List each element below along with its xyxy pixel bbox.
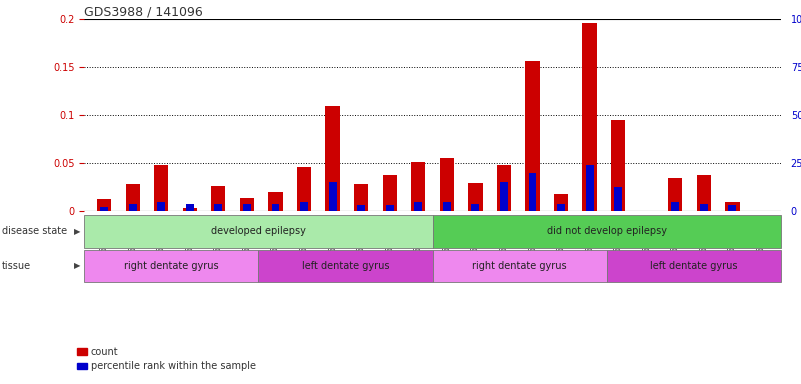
Bar bbox=[243, 204, 251, 211]
Bar bbox=[414, 202, 422, 211]
Bar bbox=[186, 204, 194, 211]
Bar bbox=[529, 173, 537, 211]
Bar bbox=[300, 202, 308, 211]
Bar bbox=[157, 202, 165, 211]
Text: disease state: disease state bbox=[2, 226, 66, 237]
Text: left dentate gyrus: left dentate gyrus bbox=[650, 261, 738, 271]
Bar bbox=[500, 182, 508, 211]
Text: tissue: tissue bbox=[2, 261, 30, 271]
Bar bbox=[586, 165, 594, 211]
Bar bbox=[239, 198, 254, 211]
Text: ▶: ▶ bbox=[74, 262, 80, 270]
Bar bbox=[611, 120, 626, 211]
Legend: count, percentile rank within the sample: count, percentile rank within the sample bbox=[77, 347, 256, 371]
Bar bbox=[183, 208, 197, 211]
Bar bbox=[211, 186, 225, 211]
Bar bbox=[440, 159, 454, 211]
Bar bbox=[443, 202, 451, 211]
Bar bbox=[725, 202, 739, 211]
Text: right dentate gyrus: right dentate gyrus bbox=[124, 261, 219, 271]
Bar bbox=[433, 250, 607, 282]
Bar bbox=[668, 177, 682, 211]
Bar bbox=[100, 207, 108, 211]
Bar bbox=[557, 204, 565, 211]
Bar bbox=[272, 204, 280, 211]
Bar bbox=[497, 165, 511, 211]
Bar bbox=[607, 250, 781, 282]
Bar bbox=[472, 204, 479, 211]
Bar bbox=[297, 167, 311, 211]
Bar bbox=[525, 61, 540, 211]
Bar bbox=[697, 175, 711, 211]
Bar bbox=[469, 184, 482, 211]
Bar bbox=[728, 205, 736, 211]
Text: developed epilepsy: developed epilepsy bbox=[211, 226, 306, 237]
Bar bbox=[386, 205, 393, 211]
Bar bbox=[700, 204, 708, 211]
Bar bbox=[129, 204, 137, 211]
Bar bbox=[126, 184, 140, 211]
Bar bbox=[383, 175, 396, 211]
Bar bbox=[671, 202, 679, 211]
Bar bbox=[554, 194, 568, 211]
Bar bbox=[154, 165, 168, 211]
Bar bbox=[582, 23, 597, 211]
Bar bbox=[357, 205, 365, 211]
Bar bbox=[258, 250, 433, 282]
Text: right dentate gyrus: right dentate gyrus bbox=[473, 261, 567, 271]
Bar bbox=[84, 215, 433, 248]
Bar bbox=[328, 182, 336, 211]
Text: ▶: ▶ bbox=[74, 227, 80, 236]
Bar bbox=[325, 106, 340, 211]
Bar bbox=[614, 187, 622, 211]
Text: GDS3988 / 141096: GDS3988 / 141096 bbox=[84, 5, 203, 18]
Bar bbox=[97, 199, 111, 211]
Text: left dentate gyrus: left dentate gyrus bbox=[302, 261, 389, 271]
Bar bbox=[411, 162, 425, 211]
Bar bbox=[433, 215, 781, 248]
Text: did not develop epilepsy: did not develop epilepsy bbox=[547, 226, 666, 237]
Bar bbox=[84, 250, 258, 282]
Bar bbox=[354, 184, 368, 211]
Bar bbox=[215, 204, 222, 211]
Bar bbox=[268, 192, 283, 211]
